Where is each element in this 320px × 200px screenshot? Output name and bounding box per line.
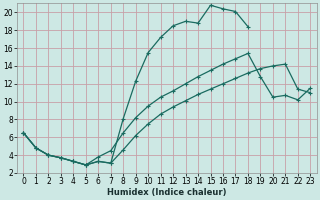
X-axis label: Humidex (Indice chaleur): Humidex (Indice chaleur) <box>107 188 227 197</box>
